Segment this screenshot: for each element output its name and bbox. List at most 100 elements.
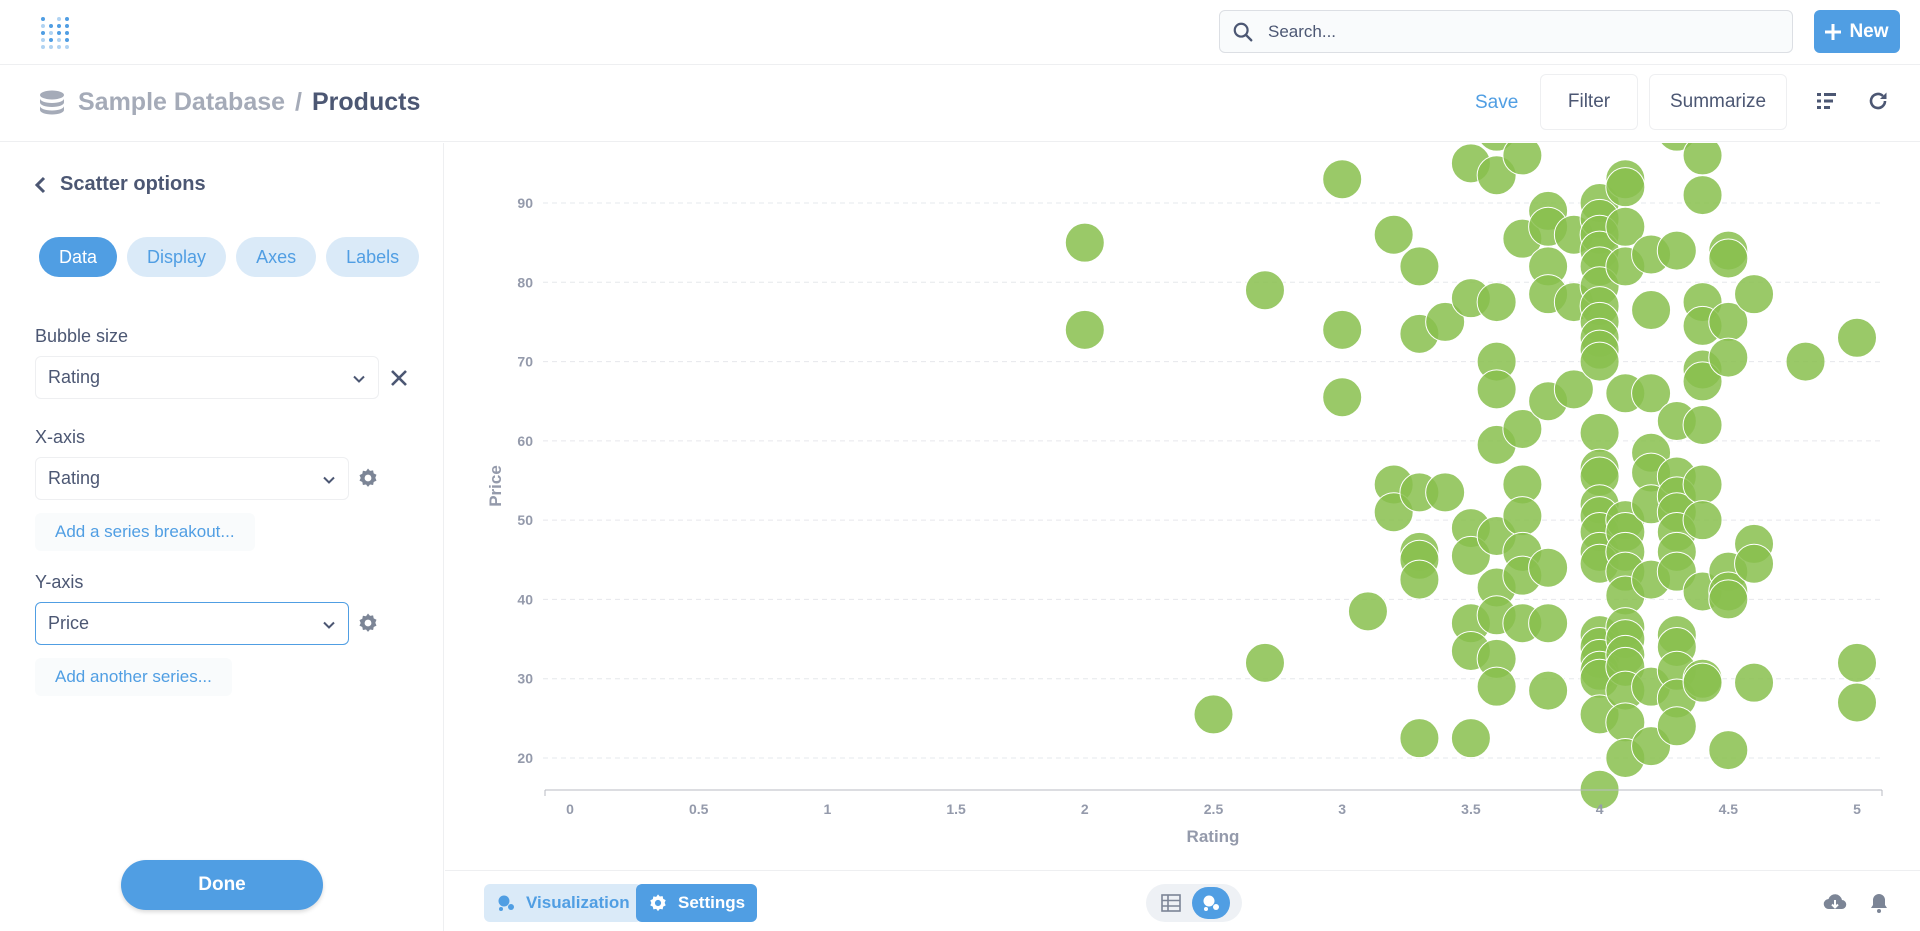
data-point: [1502, 496, 1543, 537]
close-icon[interactable]: [388, 367, 410, 389]
data-point: [1734, 274, 1775, 315]
view-footer: Visualization Settings: [445, 870, 1920, 931]
search-input[interactable]: [1268, 21, 1768, 42]
visualization-label: Visualization: [526, 893, 630, 912]
save-button[interactable]: Save: [1475, 92, 1519, 113]
data-point: [1373, 214, 1414, 255]
x-axis-value: Rating: [48, 468, 101, 488]
data-point: [1064, 222, 1105, 263]
list-view-icon[interactable]: [1816, 90, 1838, 112]
download-icon[interactable]: [1823, 891, 1847, 915]
data-point: [1682, 662, 1723, 703]
y-tick-label: 90: [517, 195, 533, 211]
tab-axes[interactable]: Axes: [236, 237, 317, 277]
data-point: [1528, 603, 1569, 644]
data-point: [1837, 317, 1877, 358]
data-point: [1837, 642, 1877, 683]
data-point: [1682, 500, 1723, 541]
table-view-toggle[interactable]: [1152, 887, 1190, 919]
query-header: Sample Database / Products Save Filter S…: [0, 66, 1920, 142]
y-tick-label: 60: [517, 433, 533, 449]
data-point: [1631, 373, 1672, 414]
tab-data[interactable]: Data: [39, 237, 118, 277]
x-tick-label: 3.5: [1461, 801, 1481, 817]
gear-icon[interactable]: [357, 467, 379, 489]
bubble-chart-icon: [498, 895, 514, 911]
metabase-logo-icon[interactable]: [38, 14, 74, 50]
x-tick-label: 1: [824, 801, 832, 817]
chart-grid: [543, 202, 1881, 759]
visualization-button[interactable]: Visualization: [484, 884, 642, 922]
y-axis-label: Y-axis: [35, 572, 84, 592]
data-point: [1631, 290, 1672, 331]
chevron-down-icon: [323, 476, 335, 484]
data-point: [1682, 175, 1723, 216]
sidebar-title: Scatter options: [60, 173, 206, 195]
data-point: [1605, 206, 1646, 247]
y-tick-label: 40: [517, 591, 533, 607]
tab-labels[interactable]: Labels: [326, 237, 420, 277]
data-point: [1734, 543, 1775, 584]
filter-button[interactable]: Filter: [1540, 74, 1638, 130]
data-point: [1399, 559, 1440, 600]
new-button[interactable]: New: [1814, 10, 1900, 53]
done-button[interactable]: Done: [121, 860, 323, 910]
y-axis-value: Price: [48, 613, 90, 633]
plus-icon: [1825, 23, 1842, 40]
data-point: [1708, 579, 1749, 620]
top-navbar: New: [0, 0, 1920, 65]
gear-icon[interactable]: [357, 612, 379, 634]
data-point: [1244, 642, 1285, 683]
data-point: [1579, 412, 1620, 453]
data-point: [1708, 730, 1749, 771]
data-point: [1837, 682, 1877, 723]
data-point: [1528, 670, 1569, 711]
add-series-breakout-button[interactable]: Add a series breakout...: [35, 513, 255, 551]
data-point: [1605, 167, 1646, 208]
y-axis-select[interactable]: Price: [35, 602, 349, 645]
x-tick-label: 0: [566, 801, 574, 817]
search-icon: [1233, 22, 1253, 41]
summarize-button[interactable]: Summarize: [1649, 74, 1787, 130]
data-point: [1579, 341, 1620, 382]
bell-icon[interactable]: [1867, 891, 1891, 915]
data-point: [1425, 301, 1466, 342]
data-point: [1425, 472, 1466, 513]
settings-button[interactable]: Settings: [636, 884, 758, 922]
table-icon: [1161, 894, 1181, 912]
database-icon: [40, 90, 64, 114]
data-point: [1682, 464, 1723, 505]
data-point: [1553, 369, 1594, 410]
chevron-down-icon: [353, 375, 365, 383]
data-point: [1502, 408, 1543, 449]
breadcrumb-table[interactable]: Products: [312, 88, 421, 116]
tab-display[interactable]: Display: [127, 237, 227, 277]
y-tick-label: 30: [517, 671, 533, 687]
x-axis-select[interactable]: Rating: [35, 457, 349, 500]
data-point: [1450, 718, 1491, 759]
bubble-size-label: Bubble size: [35, 326, 129, 346]
data-point: [1528, 547, 1569, 588]
y-tick-label: 50: [517, 512, 533, 528]
chevron-left-icon[interactable]: [34, 176, 46, 194]
breadcrumb-database[interactable]: Sample Database: [78, 88, 286, 116]
new-button-label: New: [1849, 20, 1889, 42]
x-tick-label: 4: [1596, 801, 1604, 817]
data-point: [1502, 143, 1543, 176]
data-point: [1682, 361, 1723, 402]
bubble-size-select[interactable]: Rating: [35, 356, 379, 399]
gear-icon: [650, 894, 666, 912]
data-point: [1682, 143, 1723, 176]
x-axis-label: X-axis: [35, 427, 86, 447]
chart-view-toggle[interactable]: [1192, 887, 1230, 919]
sidebar-header[interactable]: Scatter options: [34, 173, 206, 196]
data-point: [1785, 341, 1826, 382]
x-tick-label: 2.5: [1204, 801, 1224, 817]
x-tick-label: 4.5: [1719, 801, 1739, 817]
add-another-series-button[interactable]: Add another series...: [35, 658, 232, 696]
data-point: [1476, 282, 1517, 323]
settings-sidebar: Scatter options Data Display Axes Labels…: [0, 143, 444, 931]
breadcrumb: Sample Database / Products: [38, 88, 420, 117]
refresh-icon[interactable]: [1867, 90, 1889, 112]
search-bar[interactable]: [1219, 10, 1793, 53]
